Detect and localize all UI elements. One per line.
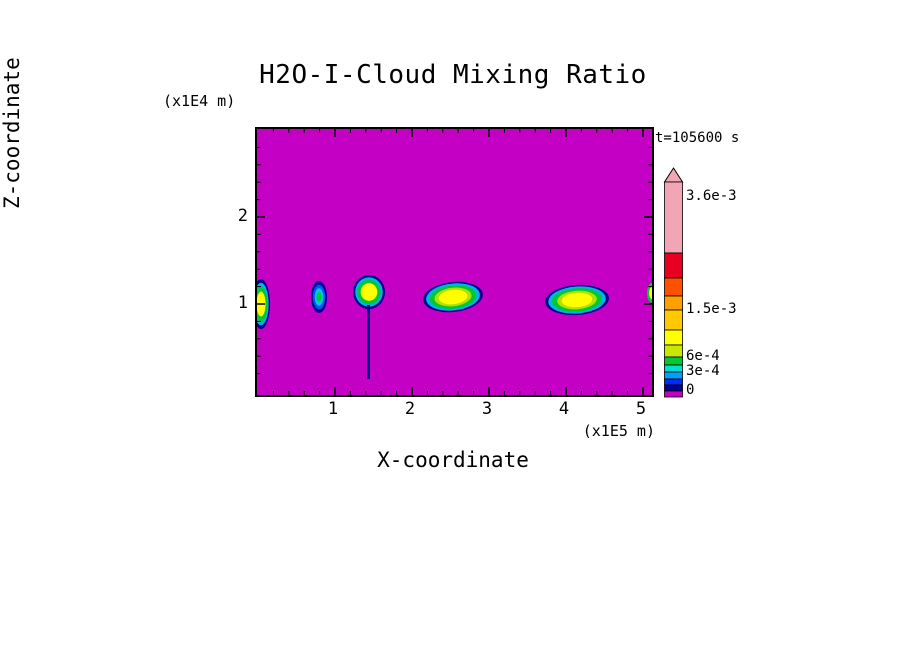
colorbar-tick-label: 6e-4 [686,348,720,364]
colorbar-tick-label: 3.6e-3 [686,188,737,204]
y-tick-label-1: 1 [237,293,248,313]
time-annotation: t=105600 s [655,130,740,146]
plot-area [255,127,654,397]
colorbar-scale [663,167,684,398]
colorbar-tick-label: 0 [686,382,695,398]
x-tick-label-4: 4 [558,399,570,419]
colorbar [663,167,684,398]
x-tick-label-5: 5 [635,399,647,419]
x-tick-label-3: 3 [481,399,493,419]
colorbar-labels: 3.6e-3 1.5e-3 6e-4 3e-4 0 [686,167,760,398]
y-tick-label-2: 2 [237,206,248,226]
chart-title: H2O-I-Cloud Mixing Ratio [259,60,647,90]
x-axis-unit-label: (x1E5 m) [582,422,655,440]
y-axis-title: Z-coordinate [0,57,24,209]
cloud-field-plot [257,129,652,395]
colorbar-tick-label: 3e-4 [686,363,720,379]
x-tick-label-1: 1 [327,399,339,419]
x-axis-title: X-coordinate [377,448,529,472]
y-axis-unit-label: (x1E4 m) [163,92,236,110]
colorbar-tick-label: 1.5e-3 [686,301,737,317]
x-tick-label-2: 2 [404,399,416,419]
